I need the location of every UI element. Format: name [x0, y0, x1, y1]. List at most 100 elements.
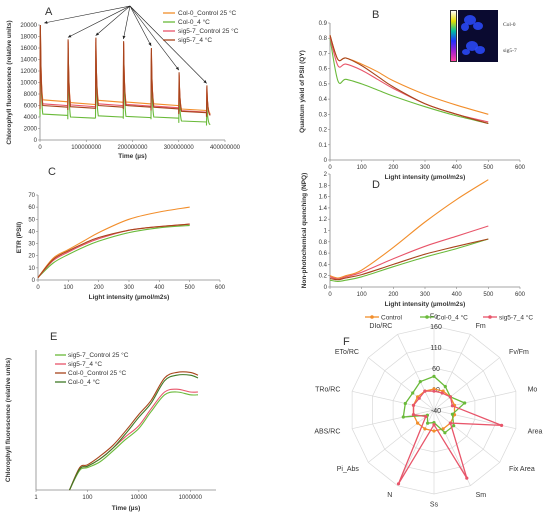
- panel-a: 0 100000000 200000000 300000000 400000000 0 20…: [6, 5, 241, 160]
- x-tick-label: 1: [34, 495, 38, 501]
- inset-colorbar: [451, 11, 456, 61]
- radar-point: [432, 423, 436, 427]
- y-tick-label: 50: [28, 217, 35, 223]
- panel-label-d: D: [372, 179, 380, 191]
- y-tick-label: 14000: [20, 58, 37, 64]
- y-tick-label: 10: [28, 266, 35, 272]
- y-axis-title: Quantum yield of PSII (QY): [299, 50, 306, 133]
- legend-marker: [370, 315, 374, 319]
- arrowhead: [67, 34, 72, 38]
- radar-spoke: [352, 390, 435, 411]
- series-line-4: [69, 374, 199, 491]
- radar-axis-label: Fix Area: [509, 466, 535, 473]
- annotation-arrow: [129, 5, 207, 84]
- radar-axis-label: Fm: [476, 323, 486, 330]
- x-tick-label: 100: [357, 292, 368, 298]
- y-tick-label: 18000: [20, 35, 37, 41]
- radar-tick-label: 160: [430, 324, 442, 331]
- legend-label: Col-0_4 °C: [178, 18, 210, 26]
- y-tick-label: 6000: [24, 104, 38, 110]
- annotation-arrow: [123, 5, 131, 40]
- y-tick-label: 20000: [20, 23, 37, 29]
- radar-spoke: [352, 409, 435, 430]
- y-tick-label: 1.2: [319, 217, 328, 223]
- y-tick-label: 12000: [20, 69, 37, 75]
- radar-axis-label: Fv/Fm: [509, 349, 529, 356]
- radar-tick-label: 10: [432, 387, 440, 394]
- legend-label: Col-0_Control 25 °C: [178, 9, 237, 17]
- radar-point: [463, 401, 467, 405]
- x-axis-title: Light intensity (µmol/m2s): [385, 174, 466, 181]
- x-axis-title: Light intensity (µmol/m2s): [89, 294, 170, 301]
- leaf-rosette: [464, 15, 476, 25]
- x-tick-label: 400000000: [210, 145, 241, 151]
- radar-point: [440, 391, 444, 395]
- y-tick-label: 0: [324, 158, 328, 164]
- panel-b: 0 100 200 300 400 500 600 0 0.1 0.2 0.3 0.4 0.5 0.6 0.…: [299, 9, 526, 181]
- radar-spoke: [368, 409, 435, 463]
- legend-label: sig5-7_4 °C: [68, 360, 102, 368]
- x-tick-label: 400: [154, 285, 165, 291]
- y-tick-label: 16000: [20, 46, 37, 52]
- x-tick-label: 10000: [131, 495, 148, 501]
- panel-label-c: C: [48, 166, 56, 178]
- x-tick-label: 0: [38, 145, 42, 151]
- inset-label-sig5: sig5-7: [503, 48, 517, 54]
- x-tick-label: 600: [515, 165, 526, 171]
- leaf-rosette: [462, 49, 470, 55]
- radar-point: [443, 431, 447, 435]
- x-tick-label: 300: [420, 165, 431, 171]
- arrowhead: [175, 66, 179, 71]
- y-tick-label: 20: [28, 254, 35, 260]
- radar-spoke: [397, 334, 435, 411]
- legend-label: Col-0_Control 25 °C: [68, 369, 127, 377]
- x-tick-label: 400: [452, 292, 463, 298]
- y-tick-label: 0.2: [319, 128, 328, 134]
- y-tick-label: 1.4: [319, 206, 328, 212]
- radar-spoke: [433, 334, 471, 411]
- radar-point: [403, 401, 407, 406]
- y-axis-title: Non-photochemical quenching (NPQ): [301, 173, 308, 289]
- leaf-rosette: [461, 23, 469, 31]
- y-tick-label: 0.5: [319, 82, 328, 88]
- y-tick-label: 0.6: [319, 67, 328, 73]
- x-tick-label: 500: [185, 285, 196, 291]
- arrowhead: [122, 35, 126, 40]
- y-tick-label: 0: [32, 278, 36, 284]
- y-tick-label: 0.8: [319, 36, 328, 42]
- x-axis-title: Light intensity (µmol/m2s): [385, 301, 466, 308]
- inset-label-col0: Col-0: [503, 22, 516, 28]
- y-tick-label: 0.4: [319, 262, 328, 268]
- radar-axis-label: ABS/RC: [314, 428, 340, 435]
- x-tick-label: 500: [483, 165, 494, 171]
- radar-point: [465, 476, 469, 480]
- series-line-1: [37, 206, 190, 278]
- radar-spoke: [433, 357, 500, 411]
- series-line-3: [329, 225, 489, 280]
- panel-e: 1 100 10000 1000000 E Time (µs) Chlorophyll fl…: [5, 331, 216, 512]
- x-tick-label: 1000000: [179, 495, 203, 501]
- y-tick-label: 0.1: [319, 143, 328, 149]
- radar-point: [401, 415, 405, 419]
- x-tick-label: 0: [328, 292, 332, 298]
- radar-axis-label: DIo/RC: [369, 323, 392, 330]
- radar-axis-label: TRo/RC: [315, 387, 340, 394]
- radar-point: [432, 429, 436, 433]
- x-tick-label: 100: [357, 165, 368, 171]
- series-line-4: [329, 35, 489, 125]
- radar-spoke: [368, 357, 435, 411]
- x-tick-label: 600: [515, 292, 526, 298]
- legend-label: sig5-7_Control 25 °C: [68, 351, 129, 359]
- annotation-arrow: [129, 5, 152, 47]
- radar-point: [423, 427, 427, 431]
- y-tick-label: 0.3: [319, 112, 328, 118]
- radar-point: [423, 389, 427, 393]
- radar-tick-label: 110: [430, 345, 441, 352]
- legend-label: sig5-7_4 °C: [499, 314, 533, 322]
- radar-point: [450, 404, 454, 408]
- y-tick-label: 2000: [24, 127, 38, 133]
- y-tick-label: 1.8: [319, 183, 328, 189]
- radar-point: [452, 424, 456, 428]
- x-axis-title: Time (µs): [112, 505, 141, 512]
